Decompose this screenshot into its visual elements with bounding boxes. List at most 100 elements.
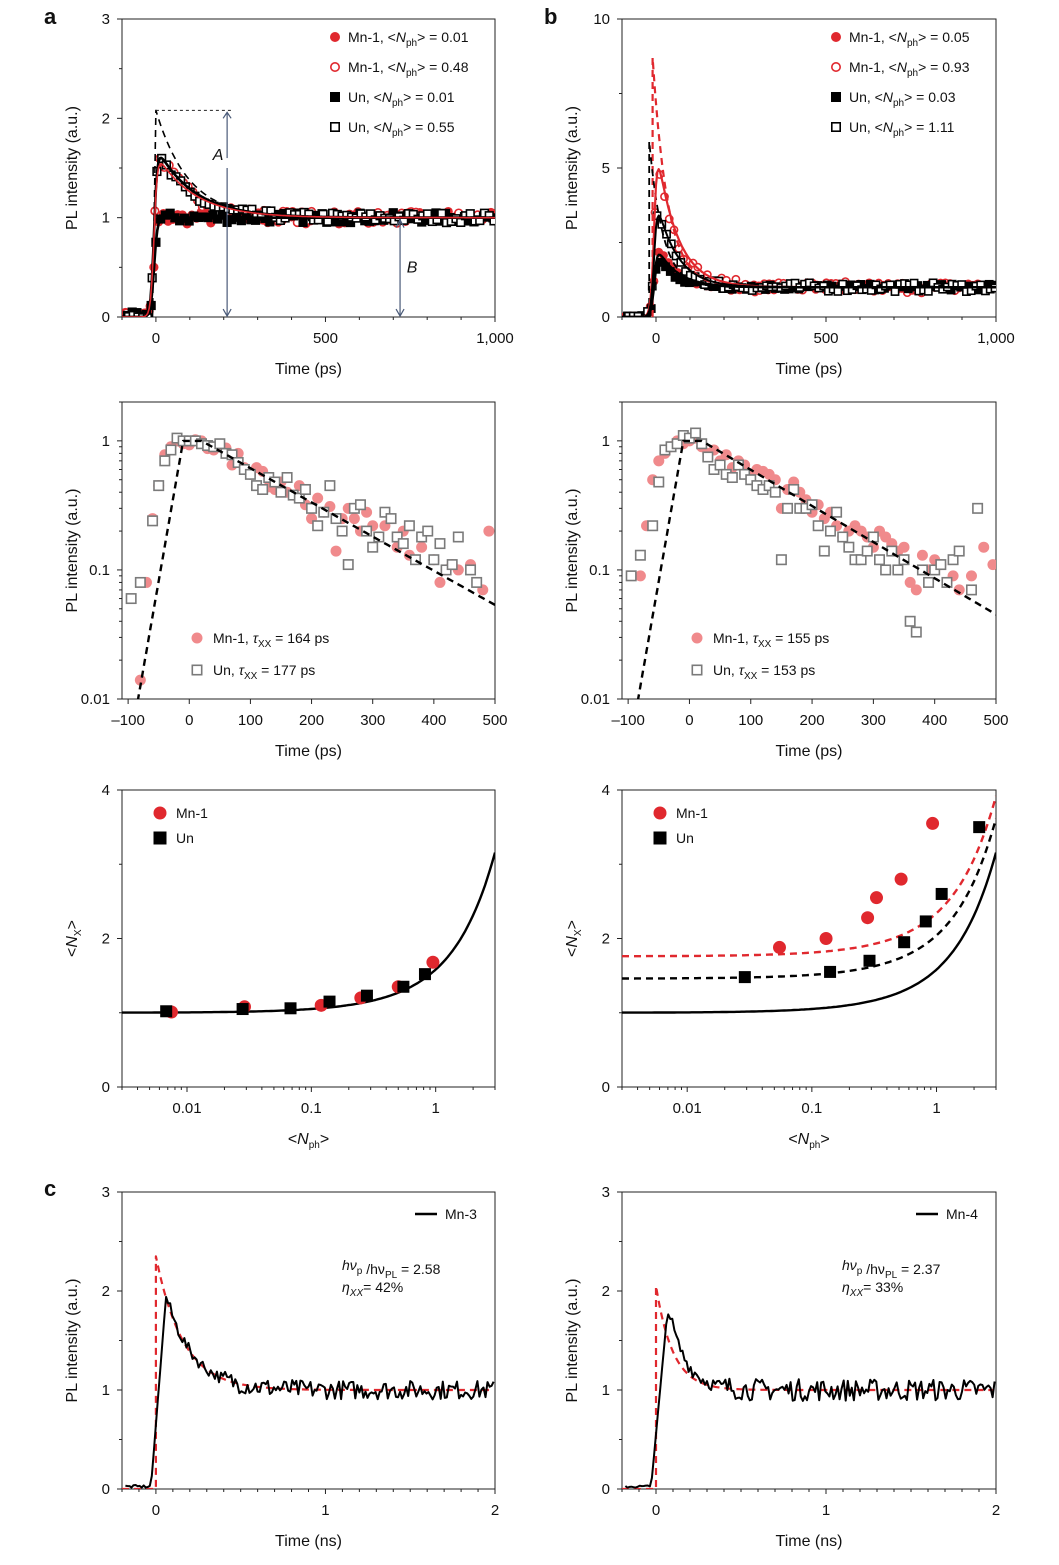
- marker-open-square: [923, 286, 933, 296]
- marker-open-circle: [830, 61, 841, 72]
- y-axis-label: <NX>: [564, 920, 584, 957]
- chart-b1: 0 500 1,000 0 5 10 Time (ps) PL intensity (a.u.…: [564, 11, 1015, 378]
- y-tick-label: 1: [102, 1382, 110, 1399]
- plot-area: [122, 1255, 495, 1489]
- legend-entry: Mn-1: [176, 805, 208, 821]
- marker-open-square: [214, 438, 226, 450]
- y-tick-label: 0: [102, 309, 110, 326]
- marker-open-square: [125, 593, 137, 605]
- marker-open-square: [812, 520, 824, 532]
- marker-filled-square: [160, 1005, 173, 1018]
- annotation-efficiency: ηXX= 42%: [342, 1279, 403, 1299]
- legend-entry: Un, <Nph> = 0.55: [348, 119, 455, 139]
- y-axis-label: PL intensity (a.u.): [564, 489, 581, 613]
- dashed-model-curve: [622, 818, 996, 980]
- dashed-fit-red: [622, 1284, 995, 1489]
- x-tick-label: 400: [922, 712, 947, 729]
- legend-entry: Mn-1, τXX = 155 ps: [713, 630, 829, 650]
- x-tick-label: –100: [111, 712, 144, 729]
- annotation-efficiency-part: η: [842, 1279, 850, 1295]
- marker-filled-square: [331, 217, 341, 227]
- y-tick-label: 0.01: [581, 691, 610, 708]
- x-tick-label: 0: [685, 712, 693, 729]
- marker-filled-circle: [330, 32, 340, 42]
- annotation-efficiency-part: XX: [349, 1288, 364, 1299]
- legend-entry: Un, <Nph> = 0.03: [849, 89, 956, 109]
- annotation-ratio-part: p: [357, 1266, 363, 1277]
- legend-entry-part: Un, <: [348, 119, 382, 135]
- legend-entry-part: > = 0.01: [403, 89, 455, 105]
- marker-filled-circle: [819, 932, 833, 945]
- legend-entry-part: > = 0.55: [403, 119, 455, 135]
- y-tick-label: 0.1: [89, 562, 110, 579]
- marker-open-square: [342, 559, 354, 571]
- x-axis-label: <Nph>: [788, 1131, 829, 1151]
- x-axis-label: <Nph>: [288, 1131, 329, 1151]
- x-tick-label: 200: [800, 712, 825, 729]
- marker-filled-circle: [330, 545, 342, 557]
- marker-filled-circle: [191, 632, 203, 644]
- marker-filled-square: [831, 92, 841, 102]
- marker-open-square: [391, 531, 403, 543]
- marker-open-square: [299, 483, 311, 495]
- dashed-fit: [136, 439, 495, 699]
- legend-entry-part: XX: [244, 671, 258, 682]
- annotation-ratio-part: /hν: [862, 1261, 885, 1277]
- marker-filled-circle: [916, 549, 928, 561]
- marker-open-square: [638, 316, 648, 317]
- x-tick-label: –100: [611, 712, 644, 729]
- marker-filled-square: [227, 215, 237, 225]
- marker-open-square: [134, 576, 146, 588]
- marker-open-square: [422, 525, 434, 537]
- y-tick-label: 3: [102, 1184, 110, 1201]
- marker-open-square: [653, 476, 665, 488]
- legend-entry: Un, τXX = 153 ps: [713, 662, 815, 682]
- legend-entry-part: ph: [907, 38, 918, 49]
- marker-filled-square: [935, 887, 948, 900]
- marker-open-square: [159, 455, 171, 467]
- marker-filled-square: [165, 208, 175, 218]
- marker-open-square: [625, 570, 637, 582]
- legend-entry-part: τ: [253, 630, 259, 646]
- x-tick-label: 1,000: [476, 330, 514, 347]
- y-tick-label: 1: [602, 1382, 610, 1399]
- marker-open-square: [880, 564, 892, 576]
- marker-filled-circle: [987, 559, 996, 571]
- legend-entry: Mn-1, <Nph> = 0.05: [849, 29, 970, 49]
- marker-open-square: [953, 545, 965, 557]
- marker-open-square: [947, 554, 959, 566]
- x-tick-label: 300: [360, 712, 385, 729]
- marker-filled-square: [265, 217, 275, 227]
- marker-filled-square: [360, 989, 373, 1002]
- x-axis-label: Time (ns): [275, 1533, 342, 1550]
- plot-area: [625, 427, 996, 699]
- marker-open-square: [354, 499, 366, 511]
- marker-open-square: [855, 554, 867, 566]
- marker-filled-square: [251, 215, 261, 225]
- marker-open-square: [702, 451, 714, 463]
- y-tick-label: 4: [102, 782, 110, 799]
- y-axis-label: <NX>: [64, 920, 84, 957]
- plot-area: [622, 1284, 996, 1489]
- legend-entry-part: > = 0.05: [918, 29, 970, 45]
- chart-a2: –100 0 100 200 300 400 500 0.01 0.1 1 Time (ps) PL …: [64, 401, 508, 760]
- legend-entry: Mn-1, τXX = 164 ps: [213, 630, 329, 650]
- annotation-ratio-part: PL: [885, 1270, 898, 1281]
- marker-open-square: [416, 531, 428, 543]
- marker-filled-square: [175, 216, 185, 226]
- legend-entry-part: Mn-1, <: [348, 29, 396, 45]
- chart-c2: 0 1 2 0 1 2 3 Time (ns) PL intensity (a.u.) Mn-4 h…: [564, 1184, 1000, 1550]
- legend-entry-part: = 164 ps: [271, 630, 329, 646]
- legend-entry: Mn-4: [946, 1206, 978, 1222]
- marker-open-circle: [329, 61, 340, 72]
- y-axis-label: PL intensity (a.u.): [564, 106, 581, 230]
- y-tick-label: 10: [593, 11, 610, 28]
- marker-open-square: [972, 502, 984, 514]
- x-tick-label: 400: [421, 712, 446, 729]
- annotation-A: A: [212, 147, 224, 164]
- marker-open-square: [769, 486, 781, 498]
- marker-open-square: [909, 278, 919, 288]
- marker-open-square: [843, 541, 855, 553]
